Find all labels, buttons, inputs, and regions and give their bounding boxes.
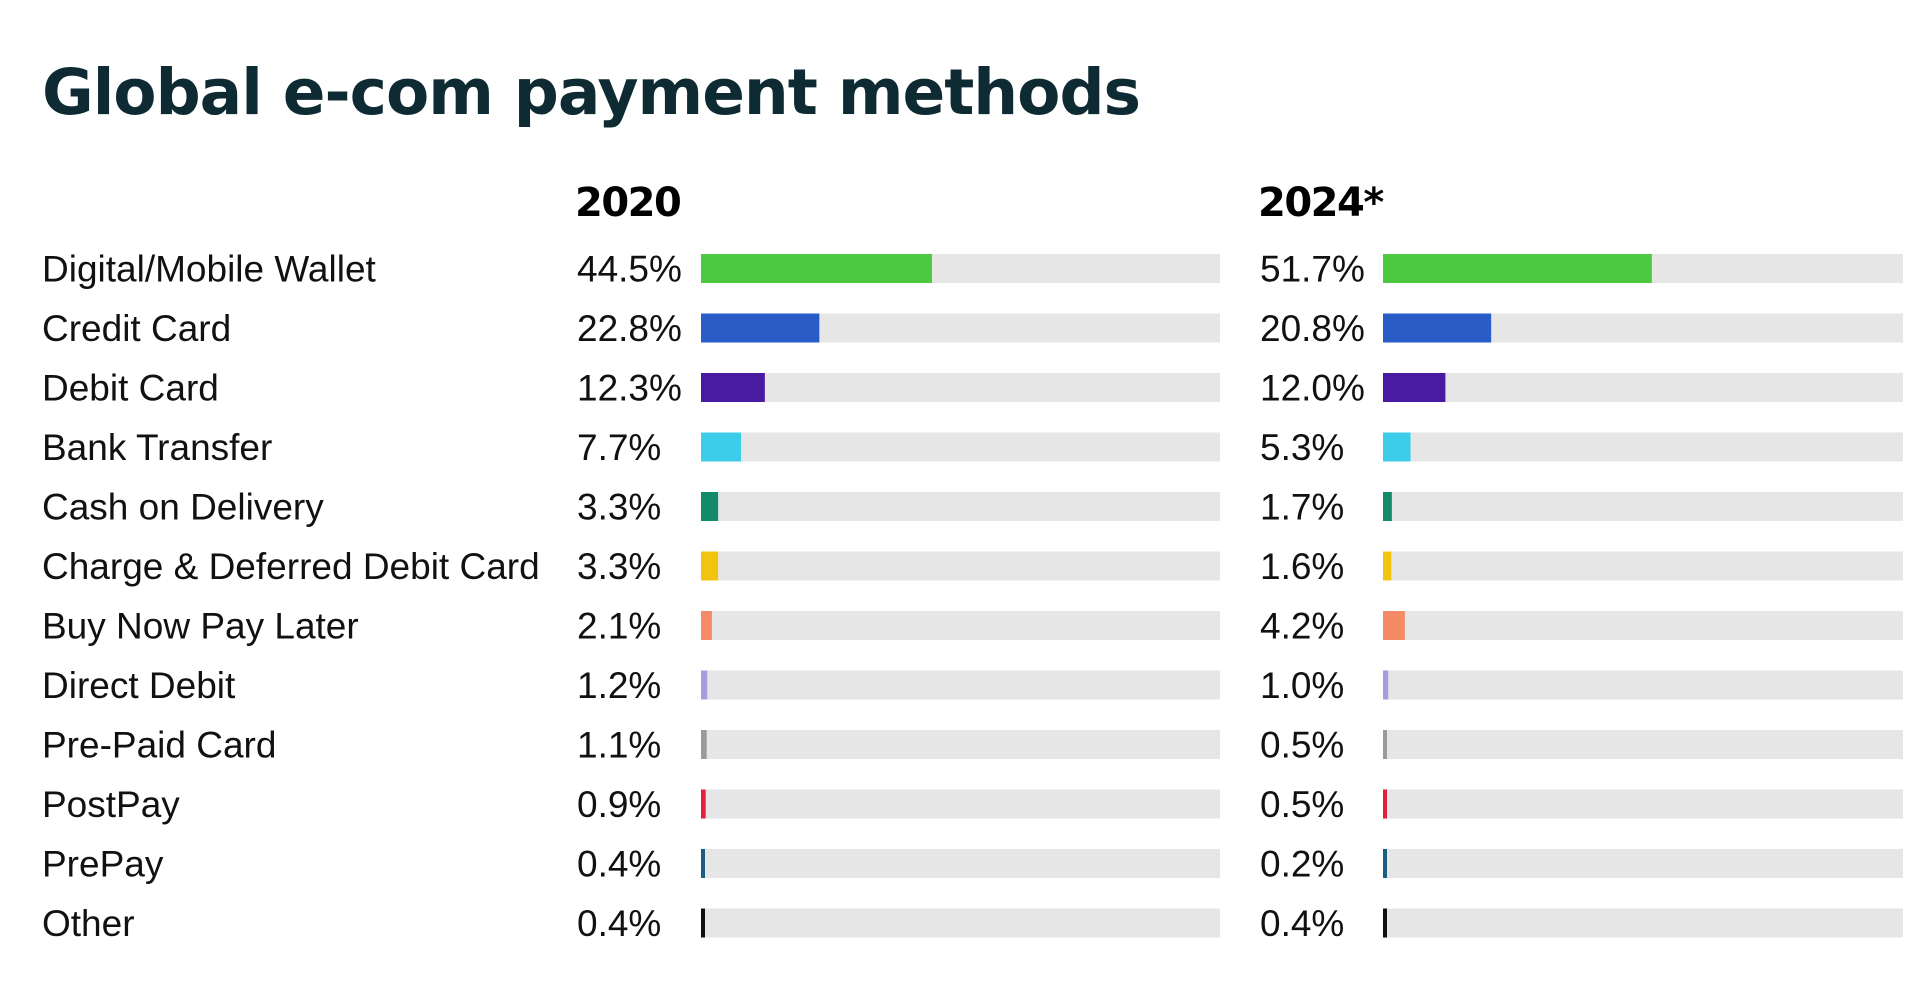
value-label-2020-bank-transfer: 7.7%: [577, 427, 661, 468]
value-label-2024-buy-now-pay-later: 4.2%: [1260, 606, 1344, 647]
bar-2020-debit-card: [701, 373, 765, 402]
bar-track-2024-prepay: [1383, 849, 1903, 878]
value-label-2020-direct-debit: 1.2%: [577, 665, 661, 706]
bar-2024-direct-debit: [1383, 670, 1389, 700]
value-label-2024-bank-transfer: 5.3%: [1260, 427, 1344, 468]
category-label-bank-transfer: Bank Transfer: [42, 427, 272, 468]
bar-2024-debit-card: [1383, 373, 1446, 402]
category-label-digital-mobile-wallet: Digital/Mobile Wallet: [42, 249, 377, 290]
bar-2020-other: [701, 908, 705, 938]
category-label-charge-deferred-debit-card: Charge & Deferred Debit Card: [42, 546, 540, 587]
value-label-2024-charge-deferred-debit-card: 1.6%: [1260, 546, 1344, 587]
value-label-2024-other: 0.4%: [1260, 903, 1344, 944]
bar-2020-buy-now-pay-later: [701, 611, 712, 640]
bar-2020-postpay: [701, 789, 706, 819]
value-label-2020-buy-now-pay-later: 2.1%: [577, 606, 661, 647]
bar-2024-cash-on-delivery: [1383, 492, 1392, 521]
value-label-2020-cash-on-delivery: 3.3%: [577, 487, 661, 528]
bar-2024-prepay: [1383, 849, 1387, 878]
category-label-pre-paid-card: Pre-Paid Card: [42, 725, 276, 766]
category-label-direct-debit: Direct Debit: [42, 665, 236, 706]
bar-2024-bank-transfer: [1383, 432, 1411, 462]
value-label-2020-charge-deferred-debit-card: 3.3%: [577, 546, 661, 587]
bar-2020-direct-debit: [701, 670, 708, 700]
bar-2020-charge-deferred-debit-card: [701, 551, 719, 581]
bar-track-2024-pre-paid-card: [1383, 730, 1903, 759]
year-header-2024: 2024*: [1258, 180, 1384, 226]
bar-track-2024-debit-card: [1383, 373, 1903, 402]
value-label-2020-debit-card: 12.3%: [577, 368, 682, 409]
value-label-2024-credit-card: 20.8%: [1260, 308, 1365, 349]
bar-2024-charge-deferred-debit-card: [1383, 551, 1392, 581]
bar-track-2024-bank-transfer: [1383, 432, 1903, 462]
chart-title: Global e-com payment methods: [42, 56, 1141, 129]
bar-track-2024-postpay: [1383, 789, 1903, 819]
value-label-2024-debit-card: 12.0%: [1260, 368, 1365, 409]
value-label-2020-credit-card: 22.8%: [577, 308, 682, 349]
bar-2020-pre-paid-card: [701, 730, 707, 759]
value-label-2020-pre-paid-card: 1.1%: [577, 725, 661, 766]
category-label-postpay: PostPay: [42, 784, 180, 825]
year-header-2020: 2020: [575, 180, 682, 226]
value-label-2024-pre-paid-card: 0.5%: [1260, 725, 1344, 766]
bar-track-2020-other: [701, 908, 1220, 938]
value-label-2024-postpay: 0.5%: [1260, 784, 1344, 825]
bar-track-2024-charge-deferred-debit-card: [1383, 551, 1903, 581]
category-label-buy-now-pay-later: Buy Now Pay Later: [42, 606, 359, 647]
bar-track-2024-direct-debit: [1383, 670, 1903, 700]
value-label-2024-direct-debit: 1.0%: [1260, 665, 1344, 706]
category-label-credit-card: Credit Card: [42, 308, 231, 349]
bar-2024-digital-mobile-wallet: [1383, 254, 1652, 283]
bar-2020-prepay: [701, 849, 705, 878]
category-label-cash-on-delivery: Cash on Delivery: [42, 487, 324, 528]
bar-2024-pre-paid-card: [1383, 730, 1387, 759]
category-label-prepay: PrePay: [42, 844, 164, 885]
value-label-2020-digital-mobile-wallet: 44.5%: [577, 249, 682, 290]
bar-track-2020-bank-transfer: [701, 432, 1220, 462]
bar-track-2020-pre-paid-card: [701, 730, 1220, 759]
bar-track-2020-cash-on-delivery: [701, 492, 1220, 521]
bar-track-2020-charge-deferred-debit-card: [701, 551, 1220, 581]
value-label-2020-other: 0.4%: [577, 903, 661, 944]
value-label-2024-prepay: 0.2%: [1260, 844, 1344, 885]
bar-track-2020-buy-now-pay-later: [701, 611, 1220, 640]
bar-track-2020-debit-card: [701, 373, 1220, 402]
bar-2020-bank-transfer: [701, 432, 741, 462]
bar-track-2020-prepay: [701, 849, 1220, 878]
bar-2020-cash-on-delivery: [701, 492, 719, 521]
value-label-2020-postpay: 0.9%: [577, 784, 661, 825]
value-label-2024-cash-on-delivery: 1.7%: [1260, 487, 1344, 528]
bar-track-2024-buy-now-pay-later: [1383, 611, 1903, 640]
category-label-debit-card: Debit Card: [42, 368, 219, 409]
bar-track-2024-cash-on-delivery: [1383, 492, 1903, 521]
bar-track-2024-other: [1383, 908, 1903, 938]
bar-2024-postpay: [1383, 789, 1387, 819]
bar-2020-digital-mobile-wallet: [701, 254, 932, 283]
bar-track-2020-direct-debit: [701, 670, 1220, 700]
value-label-2024-digital-mobile-wallet: 51.7%: [1260, 249, 1365, 290]
bar-track-2020-postpay: [701, 789, 1220, 819]
bar-2024-credit-card: [1383, 313, 1492, 343]
value-label-2020-prepay: 0.4%: [577, 844, 661, 885]
bar-2024-other: [1383, 908, 1387, 938]
category-label-other: Other: [42, 903, 135, 944]
bar-2020-credit-card: [701, 313, 820, 343]
bar-2024-buy-now-pay-later: [1383, 611, 1405, 640]
